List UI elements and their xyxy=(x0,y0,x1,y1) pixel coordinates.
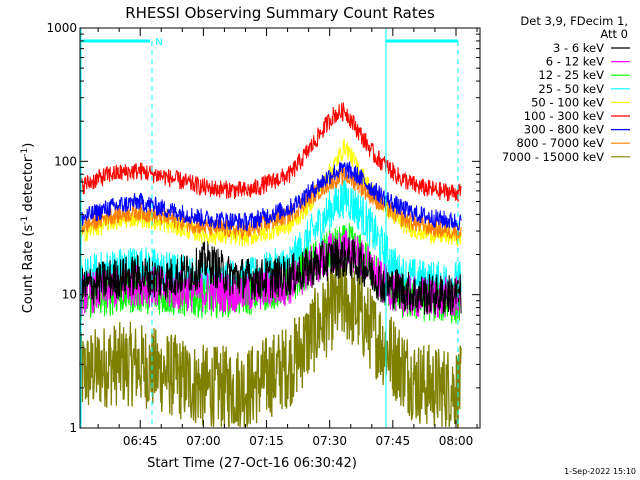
chart-title: RHESSI Observing Summary Count Rates xyxy=(125,4,435,22)
y-tick-label: 1000 xyxy=(46,21,77,35)
legend-label-100-300-kev: 100 - 300 keV xyxy=(524,109,604,123)
legend-label-3-6-kev: 3 - 6 keV xyxy=(553,41,604,55)
legend-label-300-800-kev: 300 - 800 keV xyxy=(524,123,604,137)
series-line-7000-15000-kev xyxy=(79,261,462,428)
legend-label-25-50-kev: 25 - 50 keV xyxy=(538,82,604,96)
x-axis-label: Start Time (27-Oct-16 06:30:42) xyxy=(147,456,357,471)
series-line-800-7000-kev xyxy=(79,167,462,241)
series-line-3-6-kev xyxy=(79,237,462,315)
legend-header-line1: Det 3,9, FDecim 1, xyxy=(520,14,628,28)
legend-label-800-7000-kev: 800 - 7000 keV xyxy=(516,136,604,150)
y-tick-label: 10 xyxy=(62,288,77,302)
x-tick-label: 07:30 xyxy=(312,434,347,448)
y-axis-label-part1: Count Rate (s xyxy=(21,225,36,314)
series-line-100-300-kev xyxy=(79,102,462,202)
y-axis-label-part2: detector xyxy=(21,156,36,216)
plot-frame xyxy=(79,27,481,429)
series-line-300-800-kev xyxy=(79,161,462,232)
y-tick-label: 100 xyxy=(54,154,77,168)
y-axis-label: Count Rate (s-1 detector-1) xyxy=(20,143,36,314)
x-tick-label: 07:45 xyxy=(376,434,411,448)
timestamp: 1-Sep-2022 15:10 xyxy=(564,467,636,476)
y-tick-label: 1 xyxy=(69,421,77,435)
y-axis-label-sup1: -1 xyxy=(20,216,30,225)
legend-label-6-12-kev: 6 - 12 keV xyxy=(546,55,604,69)
x-tick-label: 07:00 xyxy=(186,434,221,448)
y-axis-label-part3: ) xyxy=(21,143,36,148)
x-tick-label: 07:15 xyxy=(249,434,284,448)
marker-n-label: N xyxy=(155,37,162,48)
axes-layer: 1 10 100 1000 06:45 07:00 07:15 07:30 07:45 08:00 xyxy=(46,21,480,448)
overlay-layer: N xyxy=(80,28,459,428)
legend-label-12-25-kev: 12 - 25 keV xyxy=(538,68,604,82)
y-axis-label-sup2: -1 xyxy=(20,148,30,157)
x-tick-label: 06:45 xyxy=(123,434,158,448)
legend-label-7000-15000-kev: 7000 - 15000 keV xyxy=(502,150,604,164)
series-layer xyxy=(79,102,462,428)
series-line-25-50-kev xyxy=(79,175,462,303)
x-tick-label: 08:00 xyxy=(439,434,474,448)
legend-header-line2: Att 0 xyxy=(600,27,628,41)
legend-label-50-100-kev: 50 - 100 keV xyxy=(531,95,604,109)
